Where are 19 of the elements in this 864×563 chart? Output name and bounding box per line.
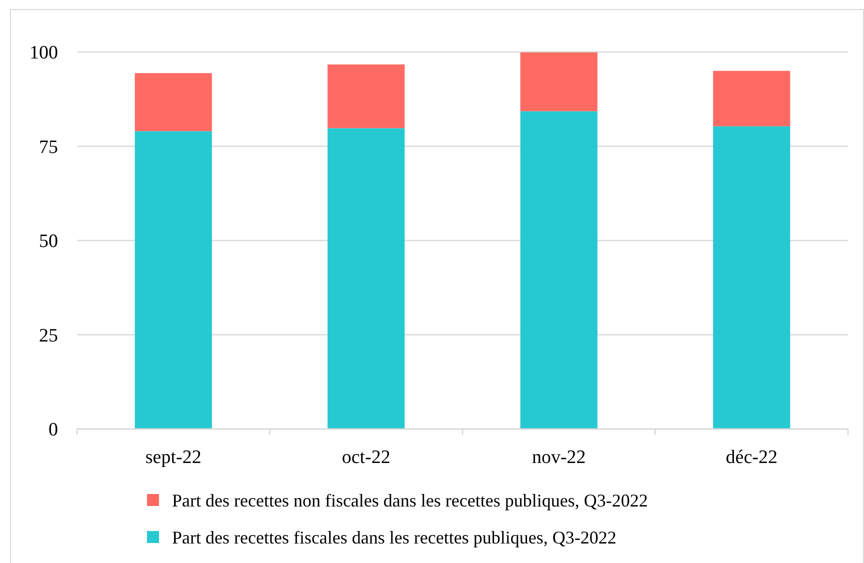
y-tick-label: 75	[39, 136, 58, 158]
y-tick-label: 25	[39, 325, 58, 346]
y-tick-label: 50	[39, 231, 58, 252]
bar	[328, 64, 405, 128]
x-tick-label: oct-22	[342, 447, 390, 468]
bar	[134, 131, 212, 429]
y-tick-label: 0	[48, 420, 58, 441]
bar	[713, 126, 790, 429]
y-tick-label: 100	[30, 42, 58, 64]
bar	[134, 73, 212, 132]
legend-label: Part des recettes fiscales dans les recettes publiques, Q3-2022	[172, 527, 616, 548]
bar	[520, 111, 598, 429]
x-tick-label: nov-22	[532, 447, 586, 468]
bar	[520, 52, 598, 112]
bar	[328, 128, 405, 429]
bar	[713, 70, 790, 126]
x-tick-label: sept-22	[145, 447, 202, 468]
legend-label: Part des recettes non fiscales dans les recettes publiques, Q3-2022	[172, 490, 648, 510]
x-tick-label: déc-22	[726, 447, 778, 468]
